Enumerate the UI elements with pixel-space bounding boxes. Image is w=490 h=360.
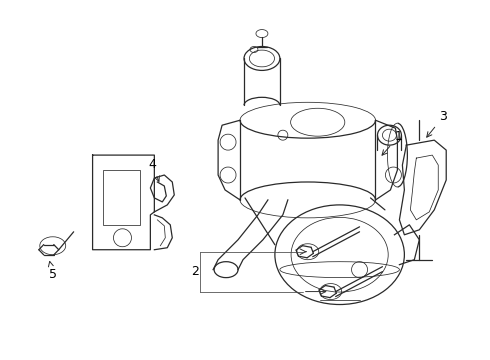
Text: 2: 2 — [191, 265, 199, 278]
Text: 3: 3 — [427, 110, 447, 137]
Text: 5: 5 — [49, 261, 57, 281]
Text: 4: 4 — [148, 158, 159, 181]
Text: 1: 1 — [382, 130, 402, 155]
